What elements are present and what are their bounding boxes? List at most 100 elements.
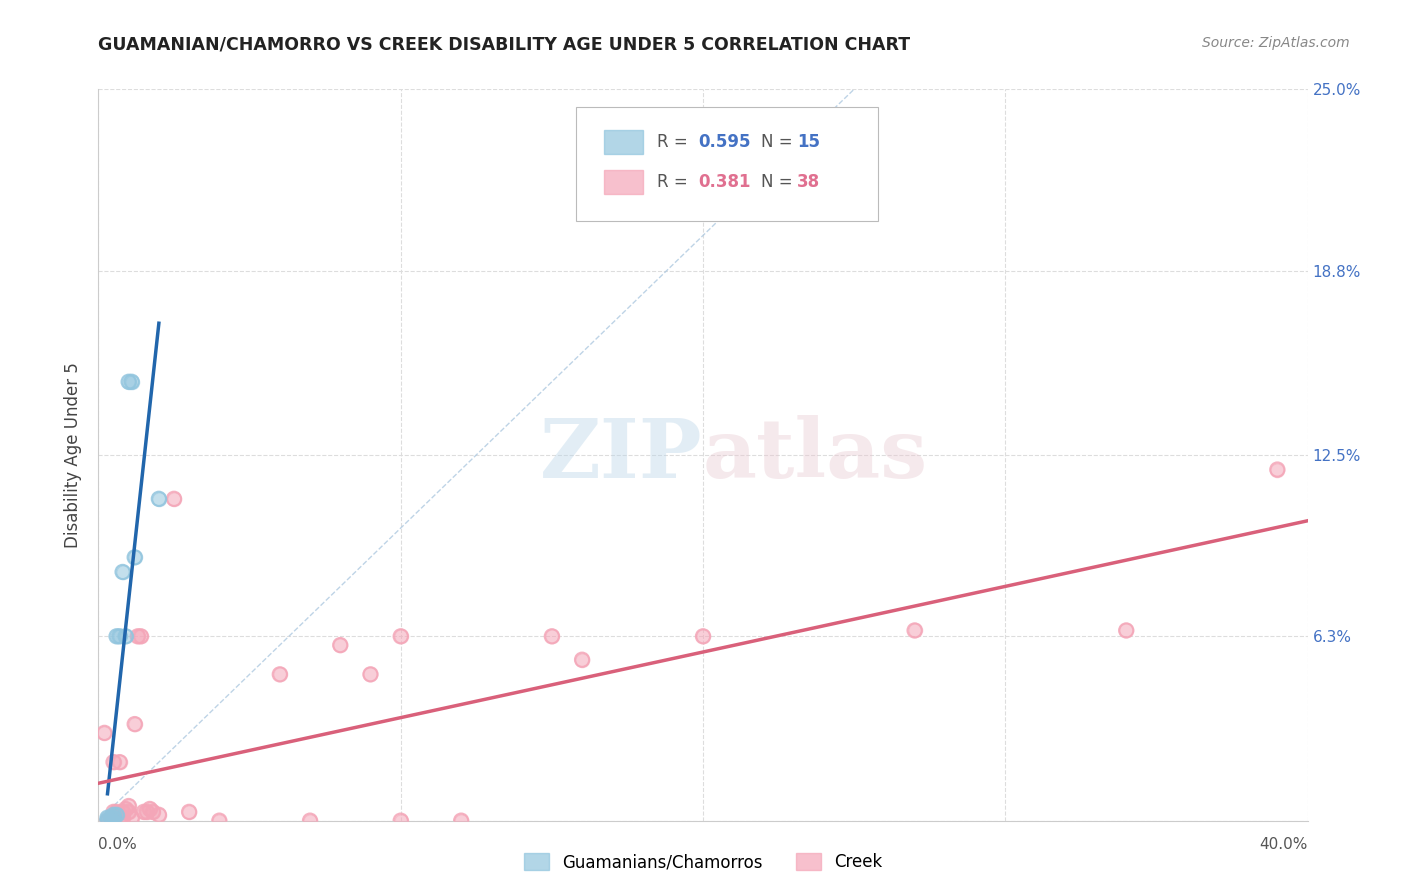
Point (269, 667, 291, 681)
Point (1115, 624, 1137, 638)
Point (163, 491, 186, 506)
Point (540, 629, 562, 643)
Point (389, 814, 412, 828)
Point (118, 375, 141, 389)
Text: R =: R = (657, 133, 693, 151)
Point (96, 814, 118, 828)
Point (360, 667, 382, 681)
Point (108, 755, 131, 769)
Point (105, 807, 128, 822)
Point (111, 811, 134, 825)
Text: N =: N = (761, 133, 799, 151)
Point (108, 814, 131, 828)
Point (105, 629, 128, 643)
Point (105, 629, 128, 643)
Point (127, 629, 149, 643)
Point (132, 805, 155, 819)
Text: 0.0%: 0.0% (98, 837, 138, 852)
Point (103, 811, 125, 825)
Point (450, 814, 472, 828)
Point (103, 805, 125, 819)
Point (93, 726, 115, 740)
Point (105, 807, 128, 822)
Point (103, 755, 125, 769)
Point (100, 811, 122, 825)
Y-axis label: Disability Age Under 5: Disability Age Under 5 (65, 362, 83, 548)
Point (269, 667, 291, 681)
Point (108, 755, 131, 769)
Point (329, 638, 352, 652)
Point (124, 717, 146, 731)
Point (692, 629, 714, 643)
Point (105, 805, 128, 819)
Point (103, 811, 125, 825)
Point (132, 805, 155, 819)
Point (96, 814, 118, 828)
Point (108, 629, 131, 643)
Text: 40.0%: 40.0% (1260, 837, 1308, 852)
Point (111, 565, 134, 579)
Point (1267, 462, 1289, 476)
Point (114, 802, 136, 816)
Point (118, 805, 141, 819)
Point (389, 629, 412, 643)
Point (129, 629, 152, 643)
Point (100, 814, 122, 828)
Point (692, 629, 714, 643)
Point (100, 814, 122, 828)
Point (96, 811, 118, 825)
Point (163, 491, 186, 506)
Point (299, 814, 322, 828)
Point (124, 550, 146, 565)
Point (571, 653, 593, 667)
Point (121, 811, 143, 825)
Point (299, 814, 322, 828)
Text: N =: N = (761, 173, 799, 191)
Text: 38: 38 (797, 173, 821, 191)
Point (121, 375, 143, 389)
Point (179, 805, 201, 819)
Point (208, 814, 231, 828)
Point (904, 624, 927, 638)
Point (114, 802, 136, 816)
Point (360, 667, 382, 681)
FancyBboxPatch shape (603, 130, 643, 153)
Point (108, 814, 131, 828)
Point (111, 805, 134, 819)
Point (100, 811, 122, 825)
Point (135, 805, 157, 819)
Text: 15: 15 (797, 133, 820, 151)
Point (118, 799, 141, 814)
Point (124, 550, 146, 565)
Point (179, 805, 201, 819)
Point (450, 814, 472, 828)
Point (103, 807, 125, 822)
Point (118, 805, 141, 819)
Point (129, 629, 152, 643)
Legend: Guamanians/Chamorros, Creek: Guamanians/Chamorros, Creek (517, 847, 889, 878)
FancyBboxPatch shape (576, 108, 879, 221)
Text: ZIP: ZIP (540, 415, 703, 495)
Point (96, 811, 118, 825)
Point (135, 805, 157, 819)
Point (103, 805, 125, 819)
Point (118, 375, 141, 389)
Point (103, 755, 125, 769)
Point (105, 805, 128, 819)
Point (148, 491, 170, 506)
Point (139, 802, 162, 816)
Text: atlas: atlas (703, 415, 928, 495)
Point (389, 814, 412, 828)
Point (114, 629, 136, 643)
Point (148, 807, 170, 822)
FancyBboxPatch shape (603, 170, 643, 194)
Point (904, 624, 927, 638)
Point (1267, 462, 1289, 476)
Point (114, 629, 136, 643)
Point (1115, 624, 1137, 638)
Point (121, 811, 143, 825)
Point (111, 811, 134, 825)
Point (148, 807, 170, 822)
Text: 0.381: 0.381 (699, 173, 751, 191)
Point (108, 629, 131, 643)
